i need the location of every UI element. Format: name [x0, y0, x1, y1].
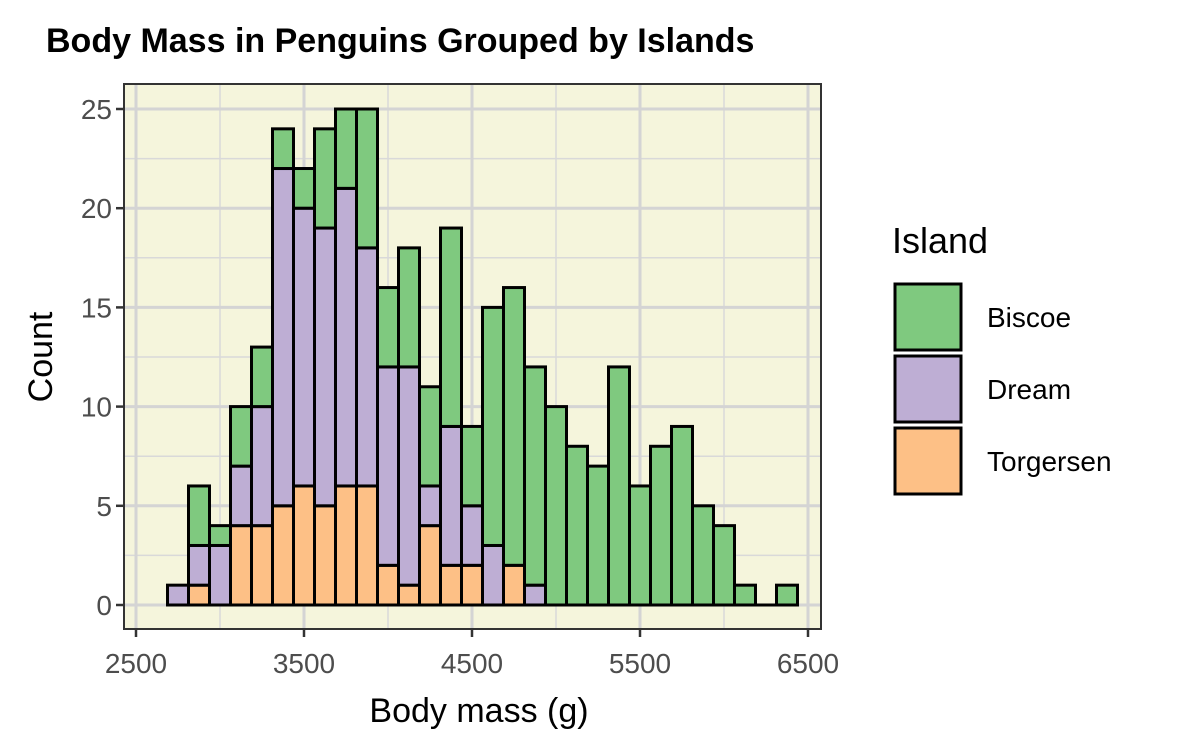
- x-axis-title: Body mass (g): [369, 692, 588, 730]
- bar-biscoe: [271, 127, 295, 171]
- y-tick-label: 15: [81, 292, 112, 323]
- bar-torgersen: [271, 504, 295, 607]
- x-tick-label: 2500: [105, 648, 167, 679]
- bar-torgersen: [187, 583, 211, 607]
- chart-title: Body Mass in Penguins Grouped by Islands: [46, 22, 754, 60]
- bar-biscoe: [376, 286, 400, 369]
- bar-dream: [439, 424, 463, 567]
- bar-biscoe: [208, 524, 232, 547]
- bar-torgersen: [502, 563, 526, 607]
- bar-torgersen: [334, 484, 358, 607]
- legend-label-biscoe: Biscoe: [987, 302, 1071, 333]
- bar-biscoe: [523, 365, 547, 587]
- bar-biscoe: [565, 444, 589, 607]
- y-tick-label: 20: [81, 193, 112, 224]
- bars: [166, 107, 799, 607]
- bar-biscoe: [355, 107, 379, 250]
- bar-torgersen: [397, 583, 421, 607]
- bar-torgersen: [418, 524, 442, 607]
- bar-biscoe: [586, 464, 610, 607]
- y-axis: 0 5 10 15 20 25: [81, 94, 124, 621]
- x-tick-label: 6500: [777, 648, 839, 679]
- bar-biscoe: [292, 167, 316, 210]
- bar-biscoe: [670, 424, 694, 607]
- bar-biscoe: [607, 365, 631, 607]
- bar-biscoe: [649, 444, 673, 607]
- bar-dream: [523, 583, 547, 607]
- bar-dream: [418, 484, 442, 528]
- bar-biscoe: [439, 226, 463, 428]
- legend-label-torgersen: Torgersen: [987, 446, 1112, 477]
- bar-dream: [292, 206, 316, 488]
- bar-dream: [481, 543, 505, 607]
- y-tick-label: 25: [81, 94, 112, 125]
- y-tick-label: 5: [96, 491, 112, 522]
- x-tick-label: 3500: [273, 648, 335, 679]
- bar-torgersen: [313, 504, 337, 607]
- bar-biscoe: [544, 405, 568, 607]
- bar-dream: [376, 365, 400, 567]
- bar-biscoe: [334, 107, 358, 190]
- bar-dream: [460, 504, 484, 567]
- bar-biscoe: [481, 305, 505, 547]
- bar-biscoe: [229, 405, 253, 468]
- bar-torgersen: [439, 563, 463, 607]
- bar-biscoe: [775, 583, 799, 607]
- bar-biscoe: [733, 583, 757, 607]
- bar-biscoe: [502, 286, 526, 567]
- legend-key-dream: [893, 354, 963, 424]
- bar-biscoe: [313, 127, 337, 230]
- y-tick-label: 0: [96, 590, 112, 621]
- bar-dream: [271, 167, 295, 508]
- legend-title: Island: [892, 220, 988, 261]
- bar-torgersen: [229, 524, 253, 607]
- x-tick-label: 5500: [609, 648, 671, 679]
- bar-torgersen: [292, 484, 316, 607]
- bar-torgersen: [250, 524, 274, 607]
- legend-label-dream: Dream: [987, 374, 1071, 405]
- x-tick-label: 4500: [441, 648, 503, 679]
- bar-biscoe: [397, 246, 421, 369]
- bar-biscoe: [628, 484, 652, 607]
- legend-key-biscoe: [893, 282, 963, 352]
- bar-dream: [166, 583, 190, 607]
- y-tick-label: 10: [81, 392, 112, 423]
- legend: Island Biscoe Dream Torgersen: [892, 220, 1112, 496]
- legend-key-torgersen: [893, 426, 963, 496]
- bar-biscoe: [418, 385, 442, 488]
- y-axis-title: Count: [22, 311, 60, 402]
- bar-dream: [187, 543, 211, 587]
- bar-biscoe: [712, 524, 736, 607]
- bar-torgersen: [460, 563, 484, 607]
- bar-biscoe: [460, 424, 484, 508]
- bar-dream: [313, 226, 337, 508]
- bar-biscoe: [250, 345, 274, 409]
- bar-dream: [334, 186, 358, 488]
- bar-torgersen: [376, 563, 400, 607]
- bar-dream: [250, 405, 274, 528]
- bar-dream: [229, 464, 253, 528]
- bar-dream: [355, 246, 379, 488]
- bar-biscoe: [187, 484, 211, 547]
- x-axis: 2500 3500 4500 5500 6500: [105, 629, 839, 679]
- bar-dream: [397, 365, 421, 587]
- bar-dream: [208, 543, 232, 607]
- bar-torgersen: [355, 484, 379, 607]
- bar-biscoe: [691, 504, 715, 607]
